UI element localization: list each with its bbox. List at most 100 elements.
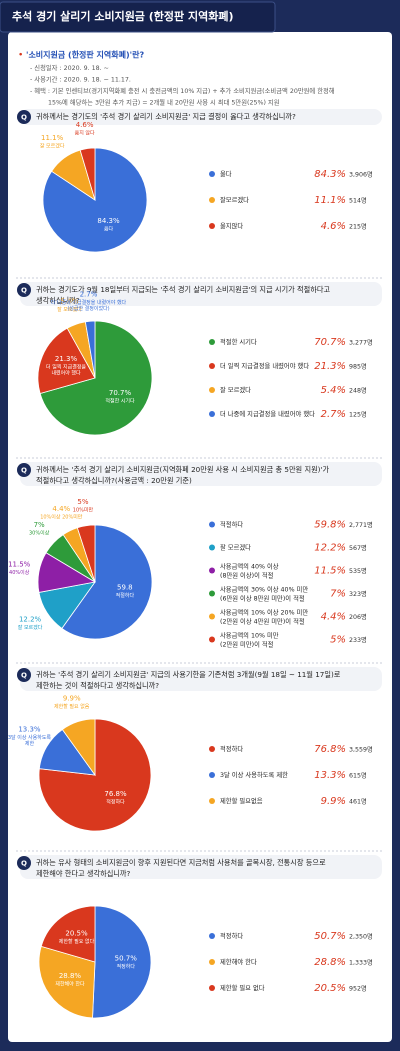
legend-label: 잘 모르겠다 [220, 385, 251, 394]
legend-dot [209, 363, 215, 369]
legend-value: 21.3% [314, 361, 346, 372]
slice-value-label: 59.8 [117, 584, 133, 592]
legend-count: 233명 [349, 635, 367, 644]
slice-name: 옳지 않다 [75, 129, 95, 136]
legend-value: 70.7% [314, 337, 346, 348]
legend-count: 215명 [349, 222, 367, 231]
question-text: 제한하는 것이 적절하다고 생각하십니까? [36, 681, 159, 690]
legend-dot [209, 590, 215, 597]
slice-name: 40%이상 [9, 569, 30, 576]
slice-value-label: 84.3% [97, 217, 120, 225]
pie-slice [61, 524, 153, 640]
legend-dot [209, 746, 215, 752]
legend-dot [209, 567, 215, 574]
legend-count: 323명 [349, 589, 367, 598]
legend-dot [209, 798, 215, 804]
legend-value: 20.5% [314, 983, 346, 994]
slice-name: 적정하다 [106, 798, 125, 805]
legend-count: 2,350명 [349, 932, 373, 941]
legend-label: 사용금액의 10% 이상 20% 미만 [220, 608, 308, 617]
legend-value: 76.8% [314, 744, 346, 755]
legend-value: 7% [330, 589, 346, 600]
question-badge [17, 463, 31, 477]
question-bar [20, 282, 382, 306]
intro-line: - 혜택 : 기본 인센티브(경기지역화폐 충전 시 충전금액의 10% 지급)… [30, 86, 335, 95]
legend-value: 5% [330, 635, 346, 646]
legend-dot [209, 933, 215, 939]
question-bar [20, 855, 382, 879]
pie-slice [92, 905, 152, 1019]
slice-name: 제한할 필요 없음 [54, 703, 90, 710]
legend-label: 더 나중에 지급결정을 내렸어야 했다 [220, 409, 315, 418]
legend-label: 적절하다 [220, 520, 243, 529]
legend-label: 사용금액의 40% 이상 [220, 562, 279, 571]
question-bar [20, 462, 382, 486]
legend-dot [209, 636, 215, 643]
legend-count: 567명 [349, 543, 367, 552]
legend-dot [209, 339, 215, 345]
legend-count: 206명 [349, 612, 367, 621]
question-text: 적절하다고 생각하십니까?(사용금액 : 20만원 기준) [36, 476, 192, 485]
legend-label: 잘 모르겠다 [220, 543, 251, 552]
intro-line: - 신청일자 : 2020. 9. 18. ~ [30, 63, 109, 72]
question-badge-label: Q [21, 467, 27, 475]
legend-label: 제한할 필요없음 [220, 796, 263, 805]
question-badge-label: Q [21, 287, 27, 295]
legend-label: 적절한 시기다 [220, 337, 257, 346]
question-text: 제한해야 한다고 생각하십니까? [36, 869, 131, 878]
slice-value-label: 4.4% [52, 505, 70, 513]
legend-dot [209, 772, 215, 778]
legend-count: 615명 [349, 771, 367, 780]
slice-name: 적절한 시기다 [105, 397, 135, 404]
intro-title: '소비지원금 (한정판 지역화폐)'란? [26, 50, 144, 60]
legend-value: 28.8% [314, 957, 346, 968]
question-text: 귀하께서는 경기도의 '추석 경기 살리기 소비지원금' 지급 결정이 옳다고 … [36, 112, 296, 121]
slice-value-label: 11.1% [41, 134, 64, 142]
legend-dot [209, 223, 215, 229]
slice-value-label: 5.4% [60, 297, 78, 305]
legend-value: 12.2% [314, 543, 346, 554]
legend-dot [209, 985, 215, 991]
legend-label: 잘모르겠다 [220, 195, 249, 204]
question-text: 귀하께서는 '추석 경기 살리기 소비지원금(지역화폐 20만원 사용 시 소비… [36, 465, 329, 474]
legend-value: 4.6% [321, 221, 346, 232]
slice-name: 3달 이상 사용하도록 [8, 734, 52, 741]
question-bar [20, 667, 382, 691]
legend-value: 11.1% [314, 195, 346, 206]
legend-label: 옳다 [220, 169, 232, 178]
question-badge-label: Q [21, 860, 27, 868]
legend-label: 옳지않다 [220, 221, 243, 230]
slice-name: 더 나중에 지급결정을 내렸어야 했다 [51, 299, 127, 306]
legend-value: 2.7% [321, 409, 346, 420]
slice-value-label: 11.5% [8, 560, 31, 568]
legend-count: 461명 [349, 797, 367, 806]
slice-value-label: 5% [77, 498, 88, 506]
pie-slice [61, 718, 96, 777]
legend-count: 248명 [349, 386, 367, 395]
legend-label: 적정하다 [220, 931, 243, 940]
slice-name: 10%이상 20%미만 [40, 513, 83, 520]
pie-slice [38, 718, 152, 832]
legend-dot [209, 197, 215, 203]
legend-value: 9.9% [321, 796, 346, 807]
pie-slice [37, 327, 96, 394]
legend-value: 13.3% [314, 770, 346, 781]
legend-count: 3,277명 [349, 338, 373, 347]
legend-value: 4.4% [321, 612, 346, 623]
question-text: 귀하는 '추석 경기 살리기 소비지원금' 지급의 사용기한을 기존처럼 3개월… [36, 670, 341, 679]
legend-dot [209, 171, 215, 177]
slice-name: 30%이상 [29, 529, 50, 536]
legend-count: 3,559명 [349, 745, 373, 754]
slice-value-label: 13.3% [18, 726, 41, 734]
legend-dot [209, 521, 215, 528]
slice-name: 잘 모르겠다 [57, 306, 82, 313]
pie-slice [76, 524, 96, 583]
title-bar [0, 1, 276, 33]
legend-label: 제한할 필요 없다 [220, 983, 265, 992]
slice-name: 잘 모르겠다 [40, 143, 65, 150]
legend-count: 2,771명 [349, 520, 373, 529]
pie-slice [79, 147, 96, 201]
slice-name: 제한 [25, 740, 35, 747]
